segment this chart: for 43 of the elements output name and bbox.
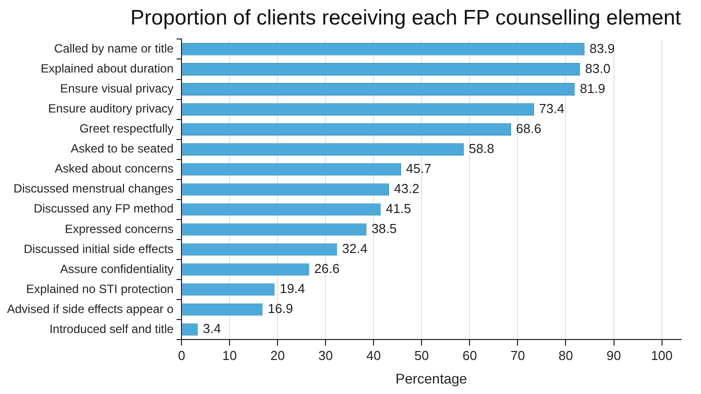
data-label: 43.2 — [394, 180, 420, 196]
y-tick-label: Asked about concerns — [54, 162, 174, 176]
x-tick-label: 60 — [462, 348, 477, 363]
y-tick-label: Greet respectfully — [80, 122, 174, 136]
data-label: 73.4 — [539, 100, 564, 116]
x-tick-label: 80 — [558, 348, 573, 363]
y-tick-label: Ensure visual privacy — [60, 82, 174, 96]
x-tick-label: 90 — [606, 348, 621, 363]
y-tick-label: Expressed concerns — [64, 222, 174, 236]
data-label: 45.7 — [406, 160, 432, 176]
data-label: 83.0 — [585, 60, 610, 76]
data-label: 32.4 — [342, 241, 368, 256]
y-tick-label: Asked to be seated — [70, 142, 174, 156]
x-tick-label: 30 — [318, 348, 333, 363]
y-tick-label: Advised if side effects appear o — [7, 302, 174, 316]
x-axis-title: Percentage — [395, 370, 468, 386]
y-tick-label: Explained no STI protection — [26, 282, 174, 296]
data-label: 83.9 — [589, 40, 615, 56]
x-tick-label: 100 — [650, 348, 673, 363]
data-label: 19.4 — [280, 281, 306, 296]
y-tick-label: Assure confidentiality — [60, 262, 174, 276]
data-label: 3.4 — [202, 321, 221, 336]
data-label: 38.5 — [371, 221, 397, 236]
x-tick-label: 40 — [366, 348, 381, 363]
y-tick-label: Discussed any FP method — [34, 202, 174, 216]
data-label: 26.6 — [314, 261, 340, 276]
data-label: 41.5 — [386, 201, 412, 216]
x-tick-label: 50 — [414, 348, 429, 363]
y-tick-label: Discussed menstrual changes — [13, 182, 174, 196]
x-tick-label: 10 — [222, 348, 237, 363]
y-tick-label: Introduced self and title — [49, 322, 174, 336]
y-tick-label: Ensure auditory privacy — [48, 102, 174, 116]
x-tick-label: 70 — [510, 348, 525, 363]
y-tick-label: Discussed initial side effects — [24, 242, 174, 256]
data-label: 58.8 — [468, 140, 494, 156]
y-tick-label: Called by name or title — [54, 42, 174, 56]
y-tick-label: Explained about duration — [40, 62, 174, 76]
data-label: 16.9 — [268, 301, 294, 316]
data-label: 68.6 — [516, 120, 542, 136]
x-tick-label: 20 — [270, 348, 285, 363]
data-label: 81.9 — [580, 80, 606, 96]
chart-title: Proportion of clients receiving each FP counselling element — [130, 6, 682, 30]
x-tick-label: 0 — [178, 348, 186, 363]
